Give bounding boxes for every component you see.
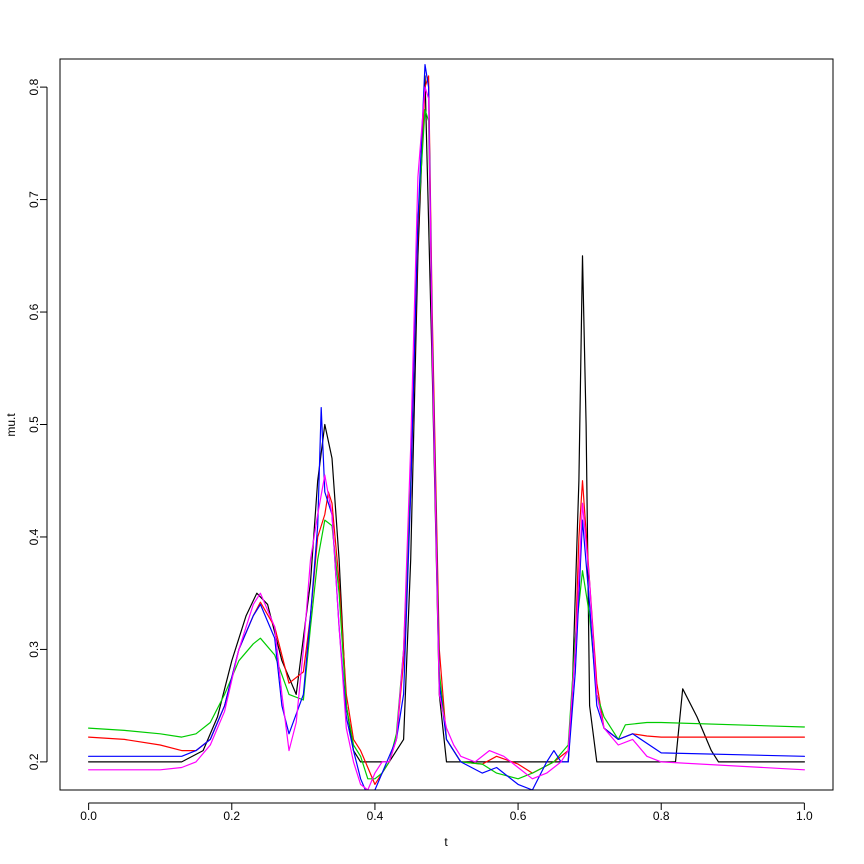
plot-frame (59, 58, 834, 791)
x-tick-label: 0.2 (223, 809, 240, 823)
x-tick-label: 0.4 (367, 809, 384, 823)
y-axis-label: mu.t (4, 413, 18, 437)
y-tick-label: 0.8 (27, 78, 41, 95)
x-tick-label: 0.0 (80, 809, 97, 823)
y-tick-label: 0.5 (27, 416, 41, 433)
series-line-1 (87, 75, 806, 763)
y-axis: 0.2 0.3 0.4 0.5 0.6 0.7 0.8 (27, 78, 48, 770)
x-tick-label: 1.0 (796, 809, 813, 823)
y-tick-label: 0.7 (27, 191, 41, 208)
series-line-5 (87, 86, 806, 790)
y-tick-label: 0.6 (27, 303, 41, 320)
x-tick-label: 0.6 (510, 809, 527, 823)
x-axis-label: t (444, 835, 448, 849)
series-layer (87, 63, 806, 790)
y-tick-label: 0.3 (27, 641, 41, 658)
y-tick-label: 0.4 (27, 528, 41, 545)
x-tick-label: 0.8 (653, 809, 670, 823)
x-axis: 0.0 0.2 0.4 0.6 0.8 1.0 (80, 802, 813, 823)
y-tick-label: 0.2 (27, 753, 41, 770)
